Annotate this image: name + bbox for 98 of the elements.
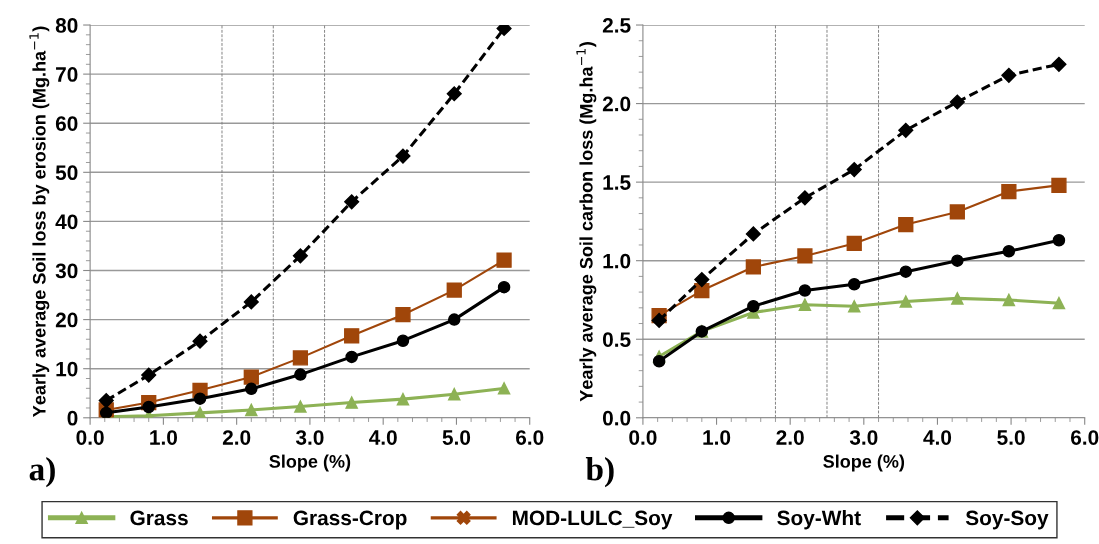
text: b) [585,457,614,488]
point [847,299,861,313]
y-tick-label: 70 [56,67,78,82]
point [294,368,307,381]
point [192,333,208,349]
point [292,248,308,264]
point [396,334,410,347]
point [294,400,307,413]
point [243,294,259,310]
point [745,259,762,275]
legend-label: Soy-Wht [777,510,861,530]
point [245,403,258,417]
point [1001,67,1017,83]
legend-label: Grass [130,510,188,526]
x-tick-label: 6.0 [1071,430,1099,445]
point [949,204,965,220]
point [694,271,710,288]
y-tick-label: 80 [55,18,78,33]
y-tick-label: 60 [55,116,78,131]
point [1002,293,1016,307]
point [745,226,761,242]
x-tick-label: 0.0 [76,430,104,445]
x-tick-label: 2.0 [776,430,804,445]
point [448,387,461,401]
point [798,298,812,311]
point [141,367,157,383]
point [142,400,155,414]
x-axis-title: Slope (%) [269,454,351,472]
point [898,216,914,233]
point [797,248,813,264]
y-tick-label: 2.0 [602,96,631,112]
point [193,392,207,405]
point [898,122,914,138]
point [797,190,813,206]
x-tick-label: 5.0 [997,430,1025,445]
point [497,382,511,395]
point [747,299,760,313]
text: a) [29,457,55,488]
x-tick-label: 0.0 [629,430,657,445]
point [1001,183,1017,200]
point [243,369,259,385]
y-tick-label: 0.5 [602,332,631,347]
x-tick-label: 2.0 [222,430,251,445]
point [448,313,461,326]
y-tick-label: 30 [55,263,78,279]
x-tick-label: 5.0 [442,430,471,445]
point [652,354,666,368]
point [1051,177,1067,193]
point [245,382,258,396]
point [446,86,462,102]
x-tick-label: 3.0 [295,430,324,445]
x-axis-title: Slope (%) [823,454,905,472]
point [344,194,360,210]
point [292,350,309,366]
y-tick-label: 2.5 [602,18,631,33]
point [899,265,913,278]
point [396,392,410,406]
point [847,278,861,291]
y-tick-label: 0 [67,410,78,426]
y-tick-label: 40 [55,214,78,230]
x-tick-label: 1.0 [150,430,178,445]
legend-label: MOD-LULC_Soy [512,510,673,530]
point [395,307,411,323]
y-axis-title: Yearly average Soil carbon loss (Mg.ha$^{−1}$) [576,42,597,402]
point [651,312,667,328]
y-tick-label: 10 [56,361,78,377]
y-axis-title: Yearly average Soil loss by erosion (Mg.ha$^{−1}$) [29,26,50,417]
point [798,284,812,297]
point [1052,234,1066,247]
point [345,350,358,364]
point [949,94,965,110]
point [344,328,360,344]
point [846,235,862,252]
point [496,252,512,268]
point [497,280,511,294]
point [951,292,964,305]
y-tick-label: 20 [55,312,78,328]
point [446,282,462,298]
point [98,393,114,409]
point [1052,296,1066,310]
point [846,161,862,178]
x-tick-label: 4.0 [369,430,397,445]
point [1002,245,1016,258]
y-tick-label: 50 [55,165,78,181]
y-tick-label: 1.5 [603,175,631,190]
point [899,295,913,308]
x-tick-label: 4.0 [923,430,952,445]
point [951,254,964,267]
x-tick-label: 3.0 [849,430,878,445]
point [1051,56,1067,72]
y-tick-label: 0.0 [602,410,631,426]
point [345,396,358,409]
x-tick-label: 6.0 [516,430,544,445]
point [395,148,411,164]
y-tick-label: 1.0 [603,253,631,269]
x-tick-label: 1.0 [703,430,731,445]
legend-label: Soy-Soy [965,510,1049,530]
legend-label: Grass-Crop [293,510,407,530]
